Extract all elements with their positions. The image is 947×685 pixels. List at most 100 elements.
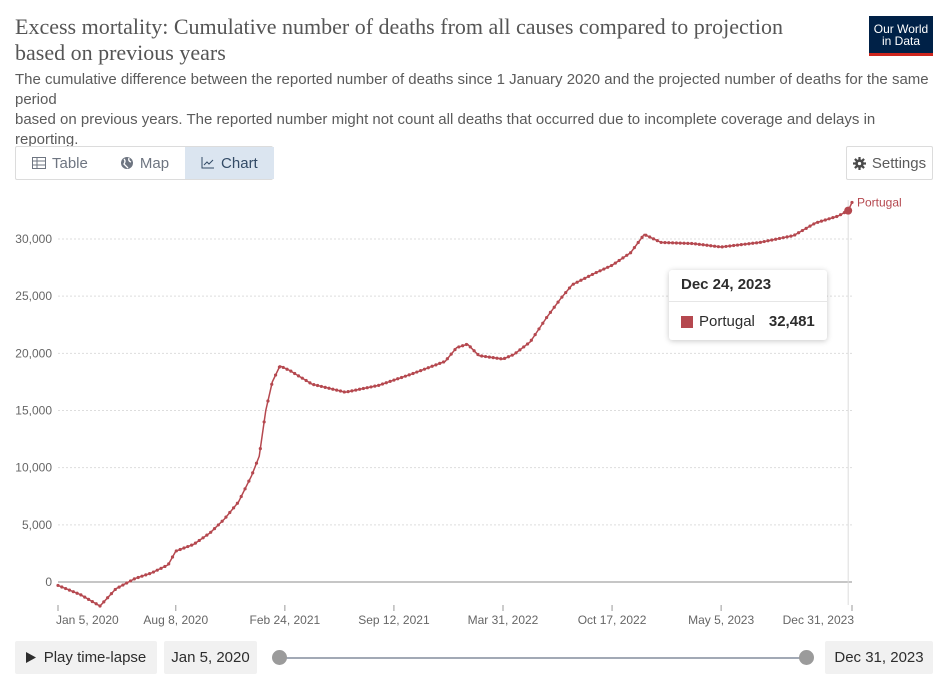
data-point[interactable] — [835, 214, 839, 219]
data-point[interactable] — [640, 235, 644, 239]
data-point[interactable] — [659, 240, 663, 245]
timeline-track[interactable] — [279, 657, 807, 659]
data-point[interactable] — [537, 327, 541, 331]
data-point[interactable] — [281, 365, 285, 370]
end-date-label[interactable]: Dec 31, 2023 — [825, 641, 933, 674]
data-point[interactable] — [98, 604, 102, 608]
data-point[interactable] — [106, 596, 110, 600]
data-point[interactable] — [602, 267, 606, 271]
data-point[interactable] — [94, 602, 98, 606]
data-point[interactable] — [590, 272, 595, 277]
data-point[interactable] — [289, 369, 293, 373]
data-point[interactable] — [709, 244, 713, 248]
data-point[interactable] — [117, 585, 121, 589]
data-point[interactable] — [831, 216, 835, 220]
data-point[interactable] — [716, 245, 720, 249]
data-point[interactable] — [762, 239, 766, 244]
data-point[interactable] — [125, 581, 129, 585]
data-point[interactable] — [754, 241, 759, 245]
data-point[interactable] — [621, 256, 625, 260]
data-point[interactable] — [182, 546, 186, 550]
data-point[interactable] — [167, 562, 171, 566]
data-point[interactable] — [678, 241, 682, 245]
data-point[interactable] — [728, 244, 732, 248]
data-point[interactable] — [163, 564, 167, 569]
data-point[interactable] — [254, 461, 259, 465]
data-point[interactable] — [419, 369, 423, 373]
data-point[interactable] — [251, 471, 255, 475]
data-point[interactable] — [705, 243, 709, 247]
data-point[interactable] — [464, 342, 469, 347]
data-point[interactable] — [816, 220, 820, 224]
data-point[interactable] — [151, 570, 156, 574]
data-point[interactable] — [262, 420, 266, 424]
start-date-label[interactable]: Jan 5, 2020 — [164, 641, 257, 674]
data-point[interactable] — [224, 515, 228, 519]
data-point[interactable] — [83, 595, 87, 599]
data-point[interactable] — [789, 234, 793, 238]
data-point[interactable] — [197, 538, 201, 543]
data-point[interactable] — [812, 222, 816, 226]
data-point[interactable] — [567, 286, 572, 290]
data-point[interactable] — [529, 338, 533, 342]
data-point[interactable] — [510, 353, 514, 357]
data-point[interactable] — [793, 233, 797, 237]
data-point[interactable] — [323, 385, 327, 389]
data-point[interactable] — [216, 523, 220, 527]
tab-chart[interactable]: Chart — [185, 147, 274, 179]
data-point[interactable] — [560, 295, 564, 299]
data-point[interactable] — [335, 388, 339, 392]
data-point[interactable] — [449, 352, 453, 356]
data-point[interactable] — [346, 390, 350, 394]
data-point[interactable] — [319, 384, 323, 389]
data-point[interactable] — [426, 366, 430, 370]
data-point[interactable] — [697, 242, 701, 246]
data-point[interactable] — [190, 543, 194, 547]
series-line[interactable] — [57, 202, 853, 607]
data-point[interactable] — [732, 243, 736, 248]
data-point[interactable] — [228, 510, 232, 515]
data-point[interactable] — [506, 355, 511, 359]
data-point[interactable] — [399, 375, 404, 380]
data-point[interactable] — [312, 382, 316, 387]
data-point[interactable] — [777, 236, 782, 241]
data-point[interactable] — [296, 374, 301, 378]
data-point[interactable] — [651, 237, 656, 241]
data-point[interactable] — [56, 583, 60, 588]
data-point[interactable] — [148, 571, 152, 576]
play-timelapse-button[interactable]: Play time-lapse — [15, 641, 157, 674]
data-point[interactable] — [533, 332, 537, 337]
data-point[interactable] — [476, 352, 480, 357]
data-point[interactable] — [178, 547, 182, 552]
data-point[interactable] — [823, 218, 827, 222]
data-point[interactable] — [136, 575, 140, 580]
data-point[interactable] — [304, 378, 308, 383]
data-point[interactable] — [457, 345, 461, 349]
data-point[interactable] — [430, 364, 434, 368]
data-point[interactable] — [174, 549, 178, 553]
data-point[interactable] — [583, 276, 587, 280]
data-point[interactable] — [144, 573, 148, 577]
data-point[interactable] — [552, 305, 556, 309]
data-point[interactable] — [514, 351, 518, 355]
data-point[interactable] — [453, 347, 457, 352]
data-point[interactable] — [369, 385, 373, 389]
data-point[interactable] — [403, 374, 407, 378]
data-point[interactable] — [571, 282, 575, 286]
data-point[interactable] — [579, 278, 583, 282]
owid-logo[interactable]: Our World in Data — [869, 16, 933, 56]
data-point[interactable] — [411, 371, 415, 376]
data-point[interactable] — [781, 236, 785, 240]
data-point[interactable] — [587, 274, 591, 278]
data-point[interactable] — [109, 591, 114, 596]
data-point[interactable] — [491, 356, 495, 360]
data-point[interactable] — [231, 506, 236, 510]
data-point[interactable] — [686, 241, 690, 245]
data-point[interactable] — [468, 345, 472, 349]
data-point[interactable] — [159, 566, 163, 570]
data-point[interactable] — [774, 237, 778, 241]
data-point[interactable] — [308, 381, 312, 385]
data-point[interactable] — [193, 541, 198, 545]
data-point[interactable] — [186, 544, 190, 549]
data-point[interactable] — [377, 383, 381, 387]
